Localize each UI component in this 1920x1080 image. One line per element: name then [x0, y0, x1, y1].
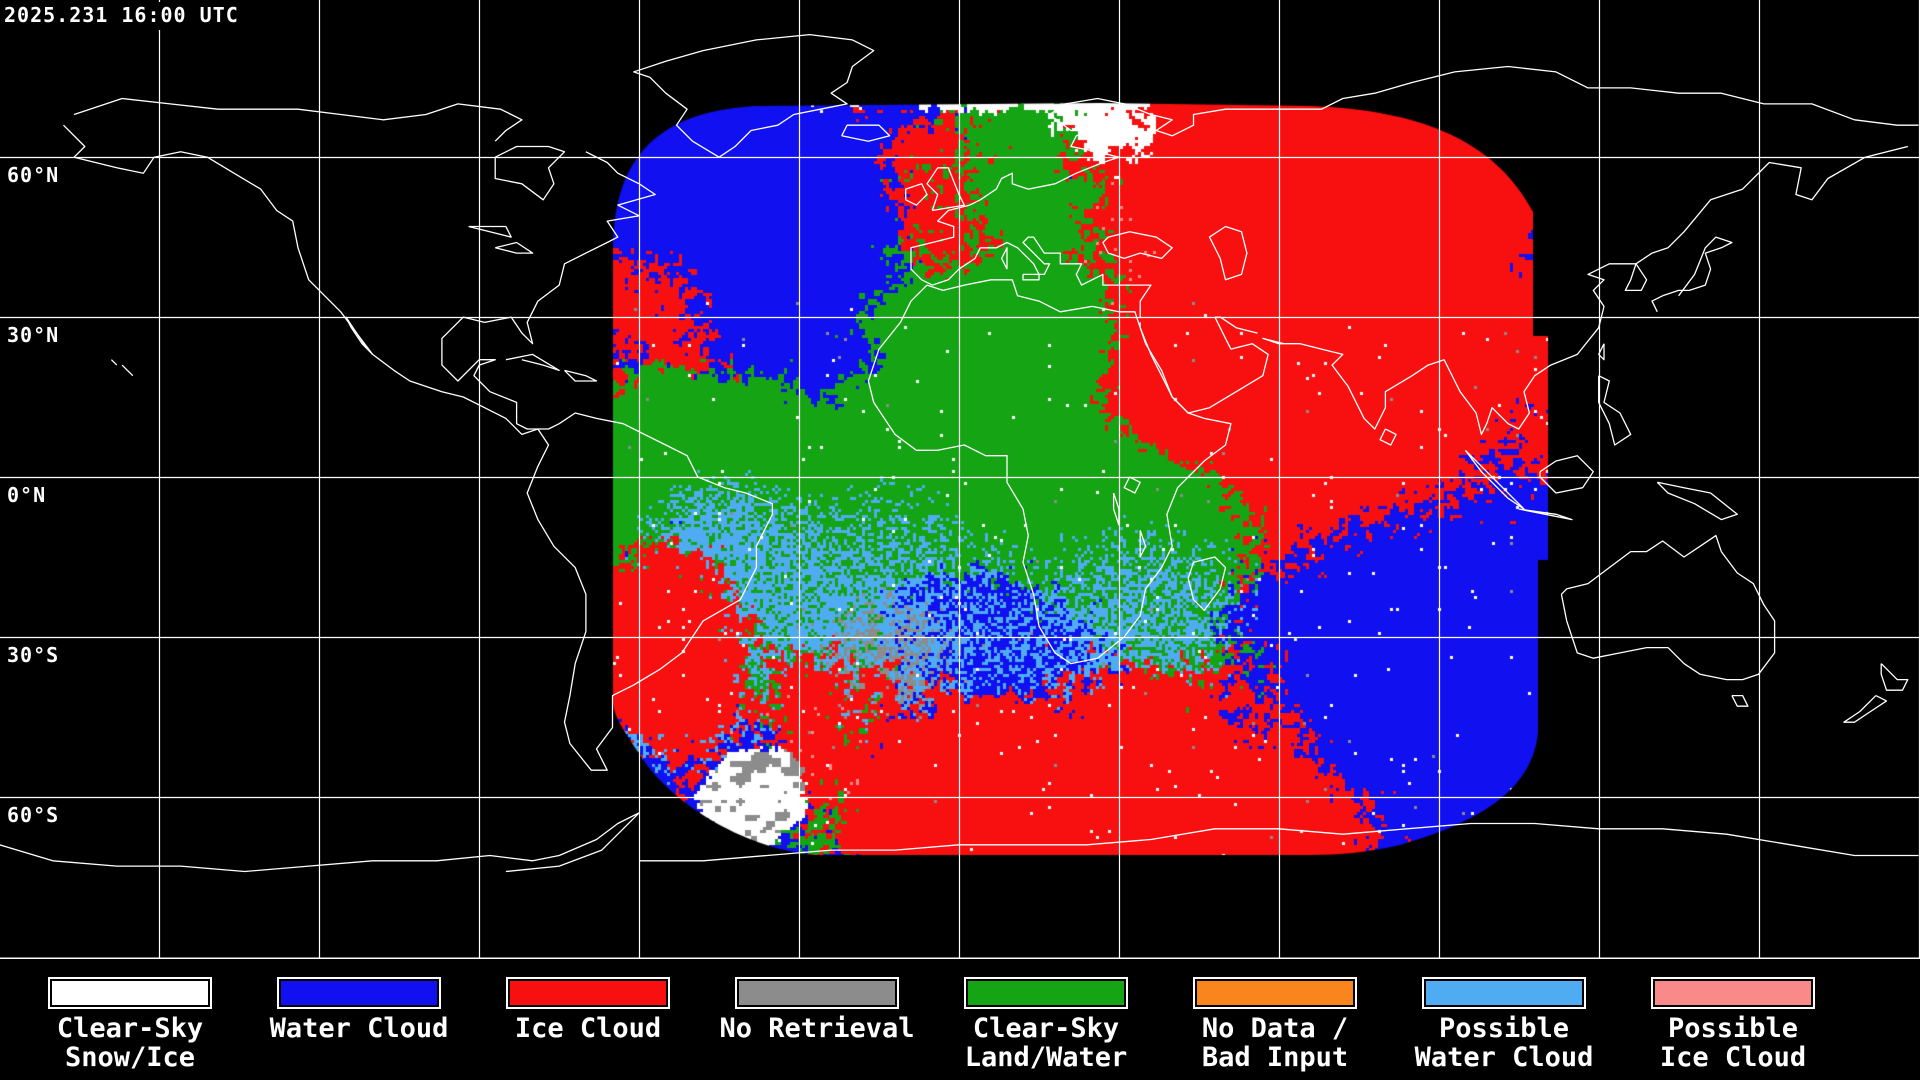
- legend-label: No Data /: [1201, 1013, 1349, 1044]
- coastline-path: [121, 364, 128, 371]
- coastline-path: [1022, 273, 1040, 281]
- coastline-path: [564, 369, 598, 382]
- coastline-path: [633, 33, 875, 158]
- coastline-path: [495, 241, 534, 254]
- legend-item-nodata: No Data / Bad Input: [1160, 959, 1390, 1080]
- coastline-path: [126, 369, 134, 377]
- coastlines: [0, 33, 1919, 873]
- coastline-path: [867, 279, 1232, 665]
- lat-label: 0°N: [7, 483, 47, 507]
- coastline-path: [1731, 694, 1749, 707]
- coastline-path: [1656, 481, 1738, 521]
- coastline-path: [1464, 449, 1525, 510]
- coastline-path: [345, 316, 374, 355]
- coastline-path: [494, 145, 566, 201]
- coastline-path: [526, 412, 774, 771]
- coastline-path: [505, 353, 560, 372]
- coastline-path: [1102, 231, 1173, 260]
- legend-swatch-poswater: [1422, 977, 1586, 1009]
- legend-item-clear: Clear-Sky Land/Water: [931, 959, 1161, 1080]
- lat-label: 60°S: [7, 803, 60, 827]
- coastline-path: [1112, 492, 1120, 526]
- coastline-path: [110, 359, 118, 366]
- lat-label: 30°S: [7, 643, 60, 667]
- coastline-path: [1560, 534, 1776, 681]
- coastline-path: [0, 812, 640, 873]
- legend-swatch-noret: [735, 977, 899, 1009]
- coastline-path: [1123, 476, 1141, 494]
- graticule: [0, 0, 1920, 960]
- legend: Clear-Sky Snow/Ice Water Cloud Ice Cloud No …: [0, 959, 1920, 1080]
- legend-item-poswater: Possible Water Cloud: [1389, 959, 1619, 1080]
- coastline-path: [1651, 236, 1733, 313]
- legend-label: Possible: [1438, 1013, 1570, 1044]
- legend-item-ice: Ice Cloud: [473, 959, 703, 1080]
- legend-label: Snow/Ice: [64, 1042, 196, 1073]
- coastline-path: [1000, 247, 1008, 270]
- coastline-path: [1880, 663, 1909, 691]
- legend-label: Clear-Sky: [56, 1013, 204, 1044]
- coastline-path: [1624, 145, 1908, 292]
- coastline-path: [441, 151, 656, 430]
- legend-swatch-posice: [1651, 977, 1815, 1009]
- legend-swatch-clear: [964, 977, 1128, 1009]
- coastline-path: [1139, 530, 1147, 558]
- legend-label: Clear-Sky: [972, 1013, 1120, 1044]
- coastline-path: [932, 236, 1152, 318]
- legend-item-water: Water Cloud: [244, 959, 474, 1080]
- coastline-path: [1843, 695, 1888, 723]
- coastline-path: [468, 225, 512, 238]
- coastline-path: [1598, 343, 1605, 361]
- coastline-path: [639, 822, 1919, 862]
- legend-label: Water Cloud: [269, 1013, 449, 1044]
- lat-label: 30°N: [7, 323, 60, 347]
- coastline-path: [905, 183, 928, 206]
- legend-item-noret: No Retrieval: [702, 959, 932, 1080]
- legend-label: Water Cloud: [1414, 1042, 1594, 1073]
- legend-item-snow: Clear-Sky Snow/Ice: [15, 959, 245, 1080]
- legend-item-posice: Possible Ice Cloud: [1618, 959, 1848, 1080]
- coastline-path: [1262, 263, 1636, 436]
- legend-label: Bad Input: [1201, 1042, 1349, 1073]
- legend-swatch-water: [277, 977, 441, 1009]
- legend-label: Possible: [1667, 1013, 1799, 1044]
- coastline-path: [910, 65, 1919, 286]
- legend-label: Land/Water: [964, 1042, 1128, 1073]
- coastline-path: [841, 124, 891, 142]
- coastline-path: [1518, 508, 1573, 521]
- coastline-path: [1214, 316, 1258, 334]
- lat-label: 60°N: [7, 163, 60, 187]
- legend-swatch-snow: [48, 977, 212, 1009]
- legend-swatch-nodata: [1193, 977, 1357, 1009]
- coastline-path: [1539, 455, 1594, 494]
- coastline-path: [1208, 225, 1248, 281]
- legend-label: Ice Cloud: [514, 1013, 662, 1044]
- coastline-path: [1379, 428, 1397, 446]
- coastline-path: [73, 97, 523, 142]
- coastline-path: [926, 167, 965, 212]
- timestamp: 2025.231 16:00 UTC: [2, 2, 245, 30]
- legend-label: Ice Cloud: [1659, 1042, 1807, 1073]
- coastline-path: [1598, 375, 1632, 446]
- coastline-path: [1139, 316, 1269, 414]
- legend-label: No Retrieval: [719, 1013, 915, 1044]
- coastline-path: [1187, 556, 1227, 611]
- coastline-path: [63, 124, 539, 436]
- legend-swatch-ice: [506, 977, 670, 1009]
